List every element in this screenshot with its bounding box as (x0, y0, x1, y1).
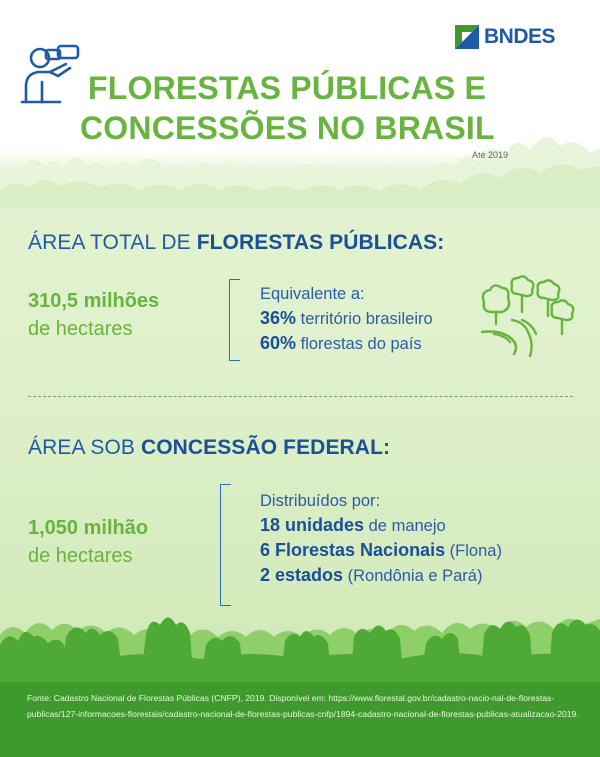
section1-list: Equivalente a: 36% território brasileiro… (260, 282, 433, 356)
list-item: 18 unidades de manejo (260, 513, 502, 538)
section1-big-unit: de hectares (28, 318, 133, 340)
list-item-bold: 18 unidades (260, 515, 365, 535)
list-item-bold: 60% (260, 333, 297, 353)
forest-silhouette-top (0, 136, 600, 208)
list-item-text: território brasileiro (296, 310, 433, 328)
year-note: Até 2019 (472, 150, 509, 160)
page-title: FLORESTAS PÚBLICAS E CONCESSÕES NO BRASI… (80, 68, 495, 148)
title-line-1: FLORESTAS PÚBLICAS E (88, 70, 487, 106)
section1-big-number: 310,5 milhões (28, 290, 160, 312)
list-item: 2 estados (Rondônia e Pará) (260, 563, 502, 588)
forest-silhouette-bottom (0, 617, 600, 685)
section2-big-unit: de hectares (28, 545, 133, 567)
list-item-text: (Flona) (445, 542, 502, 560)
section2-heading-bold: CONCESSÃO FEDERAL: (140, 436, 391, 459)
list-item-text: florestas do país (296, 335, 422, 353)
section1-heading: ÁREA TOTAL DE FLORESTAS PÚBLICAS: (28, 231, 444, 255)
section2-list-intro: Distribuídos por: (260, 492, 381, 510)
title-line-2: CONCESSÕES NO BRASIL (80, 110, 495, 146)
section2-big-number: 1,050 milhão (28, 517, 149, 539)
list-item-bold: 2 estados (260, 565, 344, 585)
bndes-logo-icon (455, 25, 479, 49)
bndes-logo: BNDES (455, 25, 556, 49)
footer: Fonte: Cadastro Nacional de Florestas Pú… (0, 682, 600, 757)
section2-heading-prefix: ÁREA SOB (28, 436, 141, 459)
section1-bracket (229, 279, 240, 361)
section1-heading-prefix: ÁREA TOTAL DE (28, 231, 197, 254)
section2-heading: ÁREA SOB CONCESSÃO FEDERAL: (28, 436, 390, 460)
binoculars-person-icon (20, 44, 80, 104)
list-item-text: de manejo (364, 517, 446, 535)
list-item-bold: 6 Florestas Nacionais (260, 540, 446, 560)
section2-list: Distribuídos por: 18 unidades de manejo … (260, 489, 502, 588)
list-item: 6 Florestas Nacionais (Flona) (260, 538, 502, 563)
section1-list-intro: Equivalente a: (260, 285, 365, 303)
list-item: 60% florestas do país (260, 331, 433, 356)
section1-heading-bold: FLORESTAS PÚBLICAS: (196, 231, 445, 254)
section2-concession-area: 1,050 milhão de hectares (28, 514, 148, 570)
section2-bracket (220, 484, 231, 606)
section-divider (28, 396, 573, 397)
list-item-bold: 36% (260, 308, 297, 328)
trees-icon (480, 275, 575, 358)
footer-source: Fonte: Cadastro Nacional de Florestas Pú… (27, 693, 579, 719)
list-item-text: (Rondônia e Pará) (343, 567, 483, 585)
list-item: 36% território brasileiro (260, 306, 433, 331)
section1-total-area: 310,5 milhões de hectares (28, 287, 159, 343)
bndes-logo-text: BNDES (484, 25, 556, 48)
